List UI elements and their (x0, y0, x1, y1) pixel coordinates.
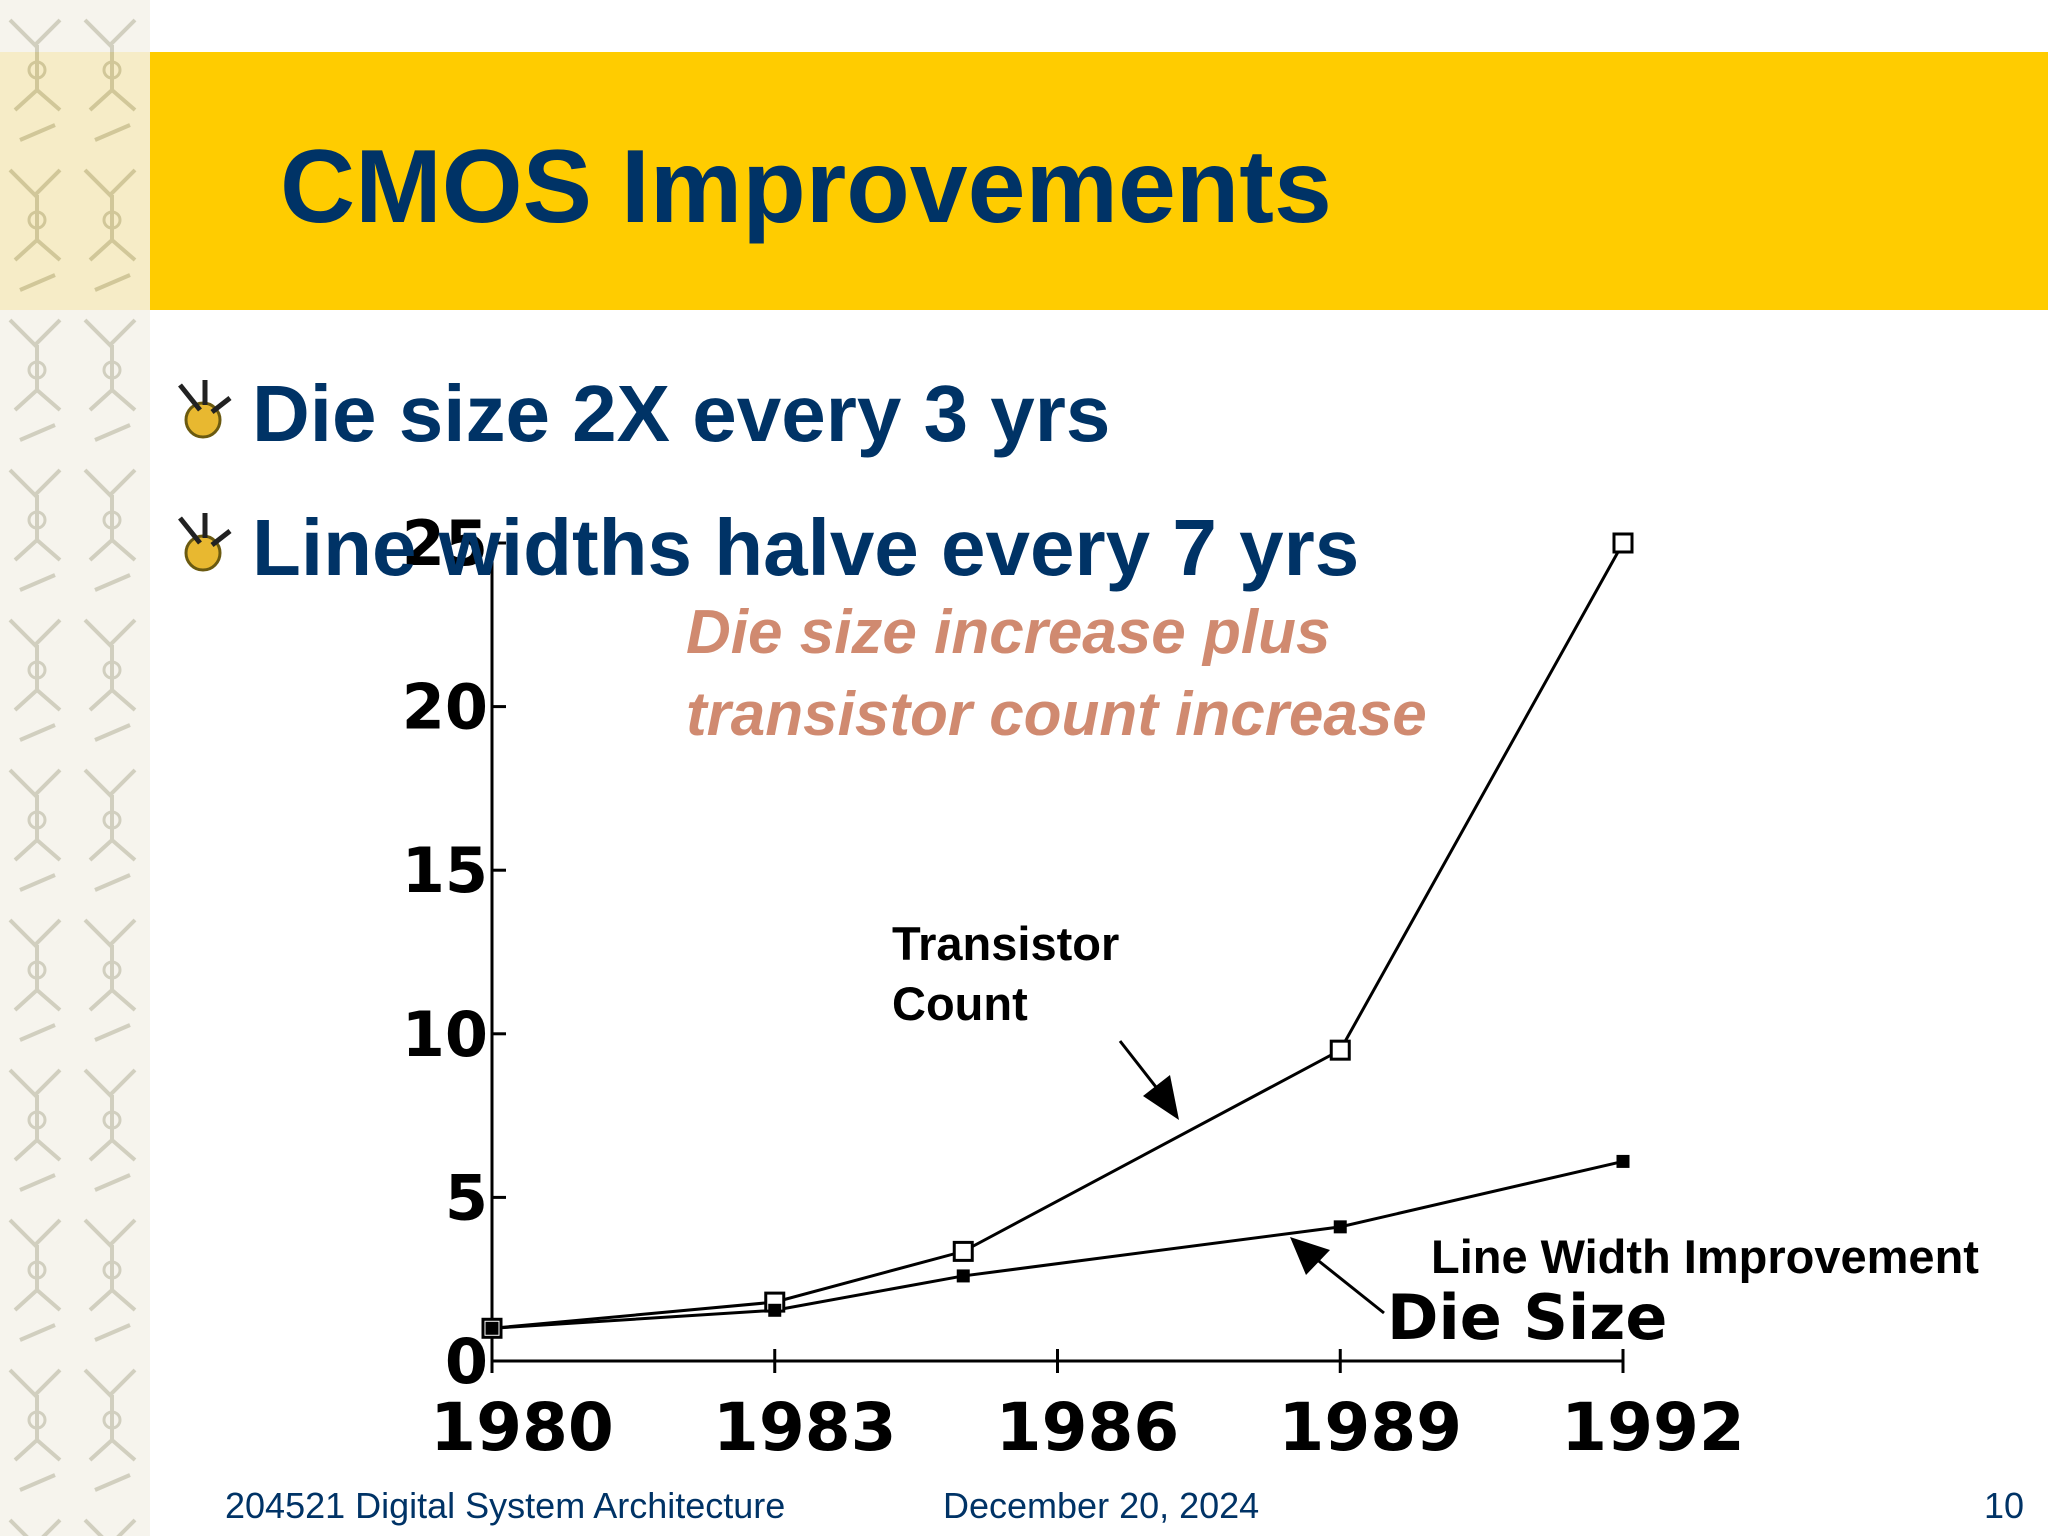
point-marker (485, 1321, 499, 1335)
y-tick-label: 5 (445, 1161, 488, 1234)
arrow (1118, 1040, 1179, 1120)
y-tick-label: 10 (402, 998, 488, 1071)
bullet-icon (178, 513, 232, 572)
annotation: Die size increase plus (686, 598, 1330, 667)
arrow (1290, 1237, 1385, 1315)
slide-title: CMOS Improvements (280, 129, 1332, 245)
x-tick-label: 1989 (1278, 1389, 1462, 1466)
point-marker (956, 1269, 970, 1283)
y-tick-label: 0 (445, 1325, 488, 1398)
series-label: Die Size (1387, 1281, 1667, 1354)
chart: 0 5 10 15 20 25 1980 1983 1986 1989 1992 (402, 507, 1745, 1466)
bullet: Line widths halve every 7 yrs (252, 503, 1359, 592)
point-marker (1612, 532, 1634, 554)
x-tick-label: 1983 (713, 1389, 897, 1466)
point-marker (1329, 1039, 1351, 1061)
footer-date: December 20, 2024 (943, 1485, 1259, 1526)
footer-course: 204521 Digital System Architecture (225, 1485, 785, 1526)
y-tick-label: 15 (402, 834, 488, 907)
annotation: transistor count increase (686, 680, 1427, 749)
point-marker (1333, 1220, 1347, 1234)
x-tick-label: 1992 (1561, 1389, 1745, 1466)
point-marker (1616, 1154, 1630, 1168)
annotation: Line Width Improvement (1431, 1230, 1979, 1283)
bullet: Die size 2X every 3 yrs (252, 369, 1110, 458)
title-band (0, 52, 2048, 310)
series-label: Transistor Count (892, 917, 1120, 1030)
point-marker (768, 1303, 782, 1317)
y-tick-label: 25 (402, 507, 488, 580)
side-decoration (0, 0, 150, 1536)
x-tick-label: 1986 (996, 1389, 1180, 1466)
bullet-icon (178, 380, 232, 439)
y-tick-label: 20 (402, 671, 488, 744)
point-marker (952, 1240, 974, 1262)
x-tick-label: 1980 (430, 1389, 614, 1466)
footer-page: 10 (1984, 1485, 2024, 1526)
